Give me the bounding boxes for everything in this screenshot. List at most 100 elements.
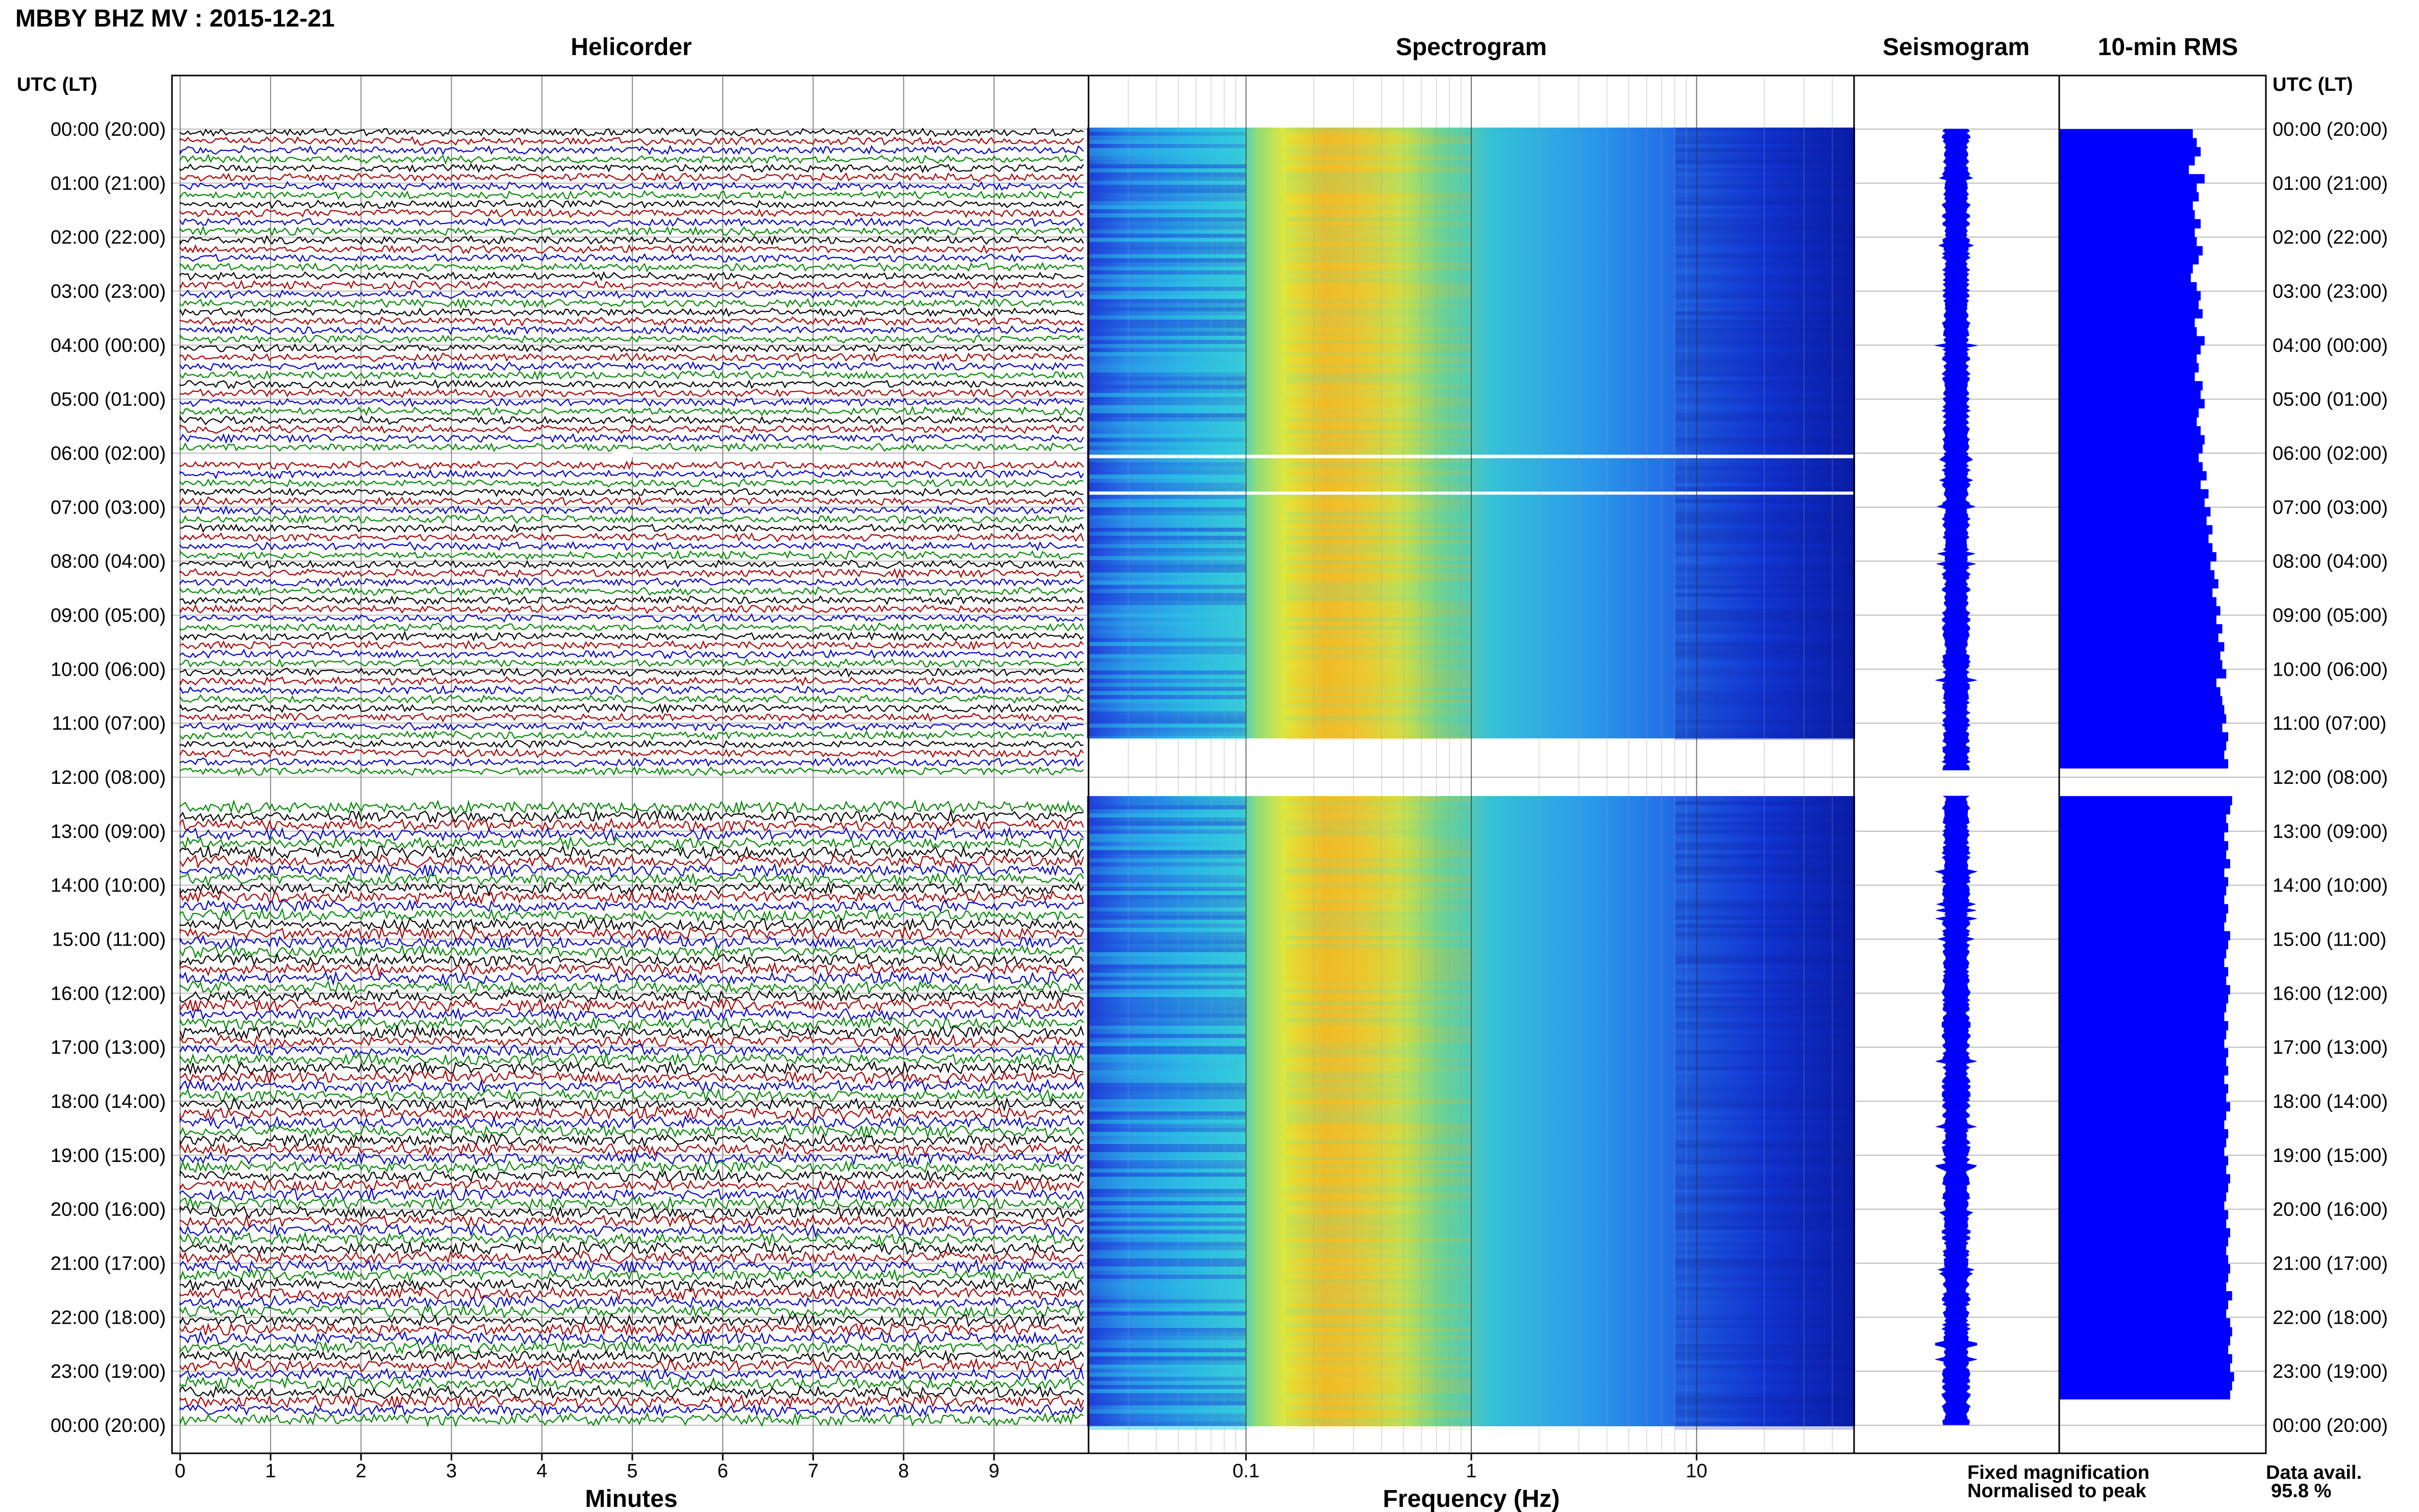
spectrogram-strip: [1089, 438, 1246, 442]
spectrogram-strip: [1089, 393, 1246, 397]
helicorder-trace: [179, 676, 1084, 687]
rms-bar: [2059, 922, 2225, 932]
rms-bar: [2059, 913, 2227, 923]
spectrogram-strip: [1286, 932, 1471, 936]
spectrogram-strip: [1089, 409, 1246, 413]
spectrogram-strip: [1089, 862, 1246, 866]
spectrogram-strip: [1089, 613, 1246, 617]
spectrogram-strip: [1286, 295, 1471, 299]
spectrogram-strip: [1286, 573, 1471, 577]
spectrogram-strip: [1089, 201, 1246, 205]
spectrogram-strip: [1089, 336, 1246, 340]
spectrogram-strip: [1089, 385, 1246, 389]
rms-bar: [2059, 904, 2229, 913]
time-label-right: 15:00 (11:00): [2273, 929, 2386, 951]
rms-bar: [2059, 1174, 2230, 1184]
spectrogram-strip: [1286, 1356, 1471, 1360]
rms-bar: [2059, 597, 2216, 607]
helicorder-trace: [179, 172, 1084, 183]
spectrogram-strip: [1089, 858, 1246, 862]
spectrogram-strip: [1089, 1360, 1246, 1365]
spectrogram-strip: [1286, 409, 1471, 413]
spectrogram-strip: [1089, 662, 1246, 666]
time-axis-header-left: UTC (LT): [17, 74, 97, 95]
spectrogram-strip: [1286, 626, 1471, 630]
spectrogram-strip: [1286, 920, 1471, 924]
spectrogram-strip: [1286, 499, 1471, 503]
helicorder-trace: [179, 1340, 1084, 1355]
spectrogram-strip: [1089, 556, 1246, 560]
rms-bar: [2059, 1012, 2225, 1022]
time-label-right: 00:00 (20:00): [2273, 1415, 2388, 1436]
spectrogram-strip: [1286, 1320, 1471, 1324]
helicorder-trace: [179, 262, 1084, 273]
spectrogram-strip: [1286, 658, 1471, 662]
spectrogram-strip: [1286, 899, 1471, 903]
helicorder-trace: [179, 253, 1084, 263]
spectrogram-strip: [1089, 1083, 1246, 1087]
rms-bar: [2059, 1111, 2227, 1121]
spectrogram-strip: [1286, 242, 1471, 246]
rms-bar: [2059, 967, 2229, 977]
spectrogram-strip: [1286, 1340, 1471, 1344]
helicorder-trace: [179, 334, 1084, 344]
spectrogram-strip: [1286, 1246, 1471, 1250]
spectrogram-strip: [1286, 1291, 1471, 1295]
helicorder-trace: [179, 144, 1084, 156]
rms-bar: [2059, 976, 2227, 986]
spectrogram-strip: [1286, 1258, 1471, 1262]
spectrogram-strip: [1089, 475, 1246, 479]
spectrogram-strip: [1089, 883, 1246, 887]
spectrogram-strip: [1286, 270, 1471, 275]
spectrogram-strip: [1089, 838, 1246, 842]
spectrogram-strip: [1286, 1009, 1471, 1013]
spectrogram-strip: [1286, 817, 1471, 822]
rms-bar: [2059, 552, 2216, 562]
spectrogram-strip: [1089, 356, 1246, 360]
helicorder-trace: [179, 944, 1084, 959]
spectrogram-strip: [1089, 1067, 1246, 1071]
rms-bar: [2059, 705, 2225, 715]
rms-bar: [2059, 255, 2199, 265]
spectrogram-strip: [1089, 1250, 1246, 1254]
spectrogram-strip: [1286, 422, 1471, 426]
spectrogram-strip: [1286, 160, 1471, 164]
spectrogram-strip: [1286, 952, 1471, 956]
spectrogram-strip: [1089, 695, 1246, 699]
rms-bar: [2059, 841, 2229, 851]
spectrogram-strip: [1286, 813, 1471, 817]
helicorder-trace: [179, 1258, 1084, 1274]
spectrogram-strip: [1089, 544, 1246, 548]
time-label-right: 03:00 (23:00): [2273, 281, 2388, 303]
rms-bar: [2059, 489, 2209, 499]
spectrogram-strip: [1286, 736, 1471, 740]
spectrogram-strip: [1286, 458, 1471, 462]
spectrogram-strip: [1286, 385, 1471, 389]
spectrogram-strip: [1089, 654, 1246, 658]
rms-bar: [2059, 895, 2225, 905]
spectrogram-strip: [1089, 924, 1246, 928]
helicorder-trace: [179, 766, 1084, 777]
helicorder-trace: [179, 1231, 1084, 1247]
spectrogram-strip: [1286, 356, 1471, 360]
spectrogram-strip: [1286, 1173, 1471, 1177]
spectrogram-strip: [1089, 589, 1246, 593]
spectrogram-strip: [1089, 1267, 1246, 1271]
spectrogram-strip: [1089, 1038, 1246, 1042]
rms-bar: [2059, 507, 2211, 517]
spectrogram-strip: [1089, 1222, 1246, 1226]
plot-title: MBBY BHZ MV : 2015-12-21: [15, 5, 335, 32]
spectrogram-strip: [1089, 666, 1246, 671]
rms-bar: [2059, 1282, 2227, 1292]
helicorder-trace: [179, 1367, 1084, 1382]
spectrogram-strip: [1286, 683, 1471, 687]
time-label-left: 16:00 (12:00): [51, 983, 166, 1004]
spectrogram-strip: [1286, 1095, 1471, 1099]
helicorder-trace: [179, 658, 1084, 668]
spectrogram-strip: [1089, 1332, 1246, 1336]
spectrogram-strip: [1089, 1013, 1246, 1018]
helicorder-trace: [179, 952, 1084, 968]
spectrogram-strip: [1089, 303, 1246, 307]
spectrogram-strip: [1286, 1360, 1471, 1365]
